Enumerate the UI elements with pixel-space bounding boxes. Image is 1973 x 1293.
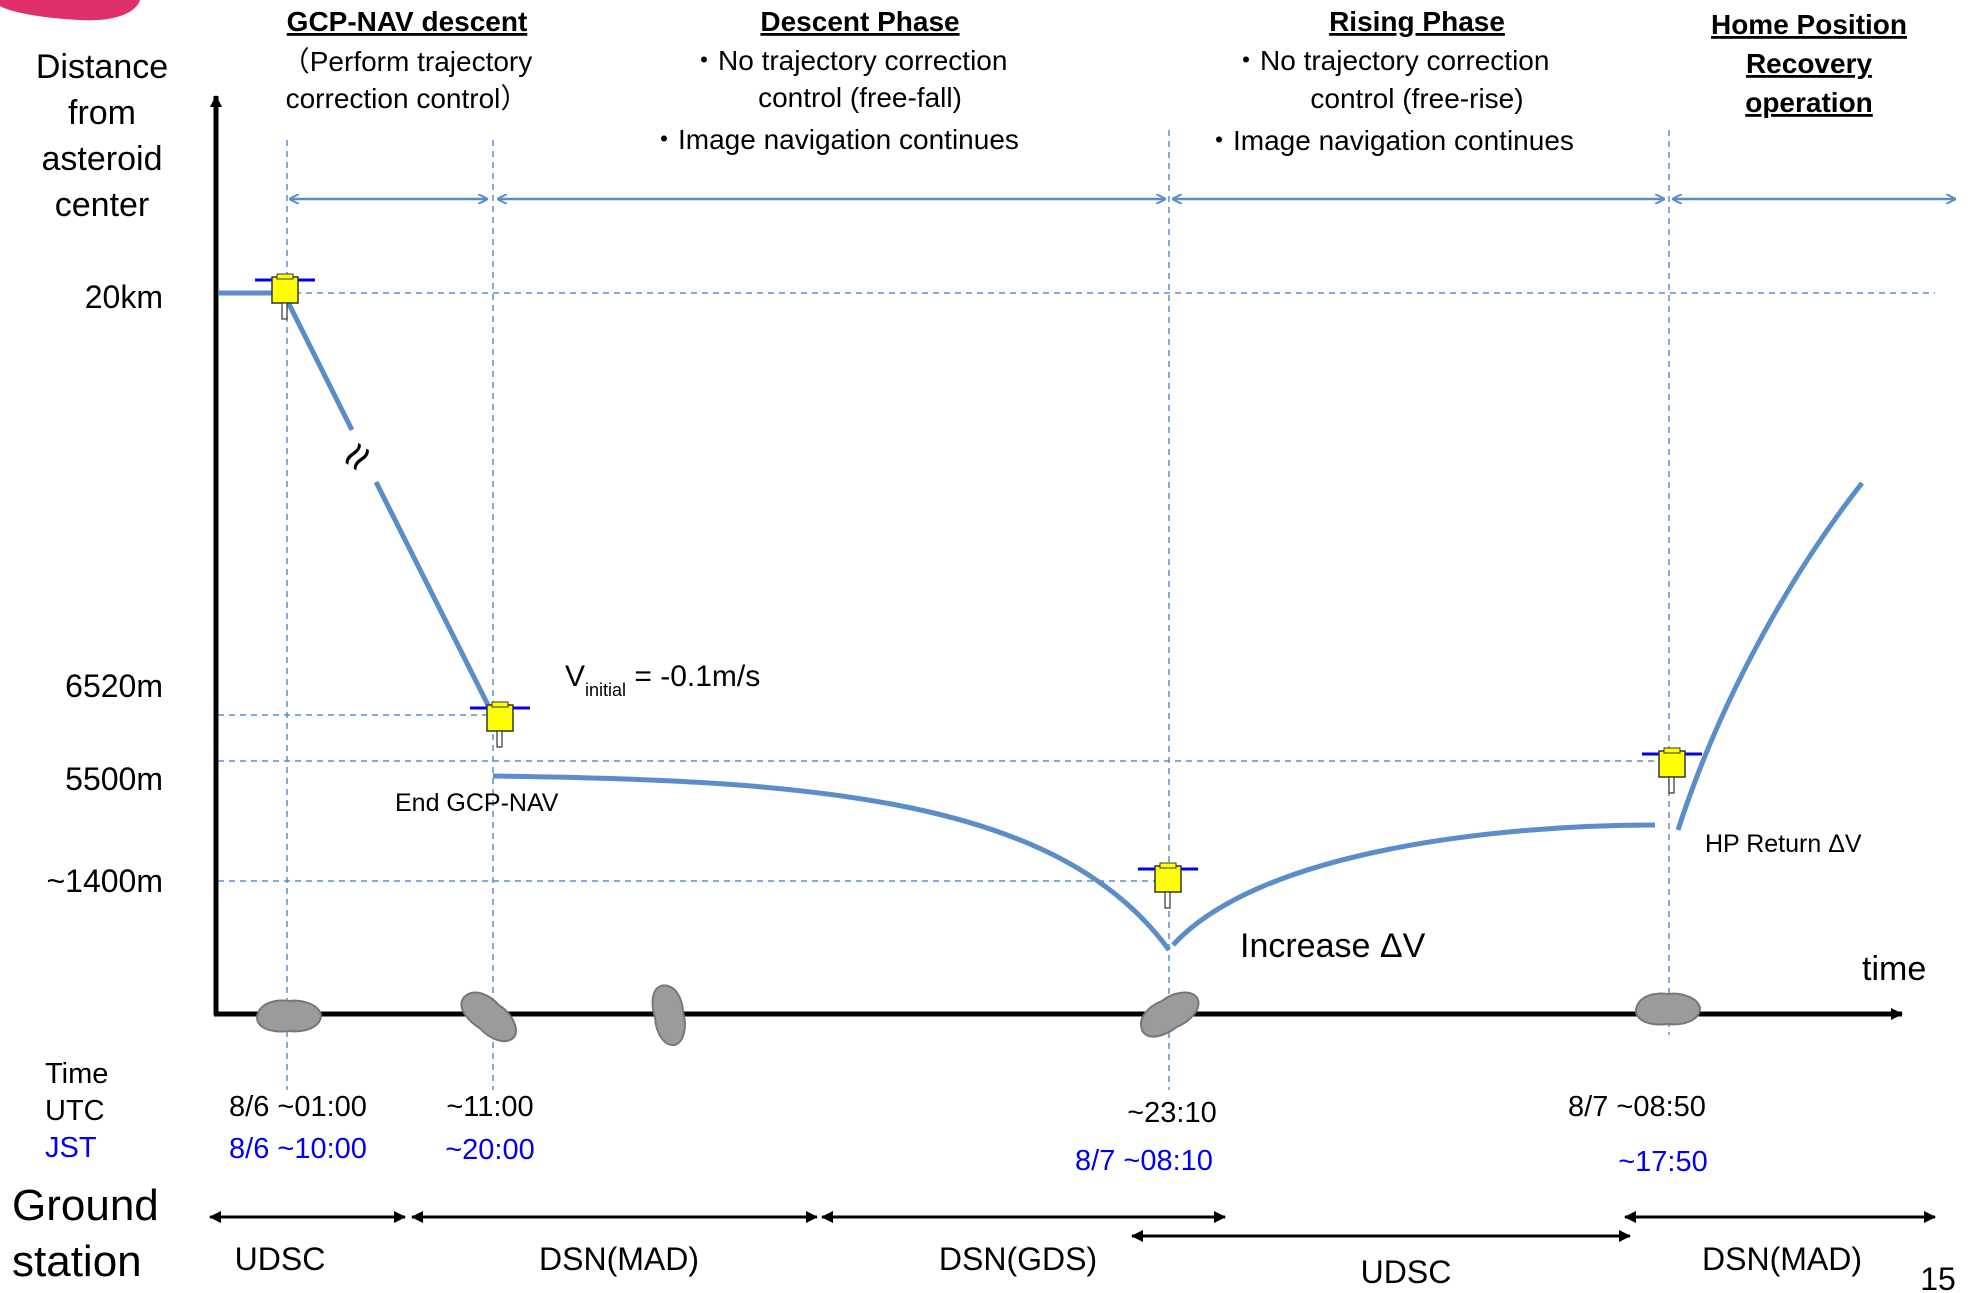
svg-text:correction control）: correction control） [286, 83, 529, 114]
y-axis-label: Distance from asteroid center [36, 48, 168, 224]
svg-text:Home Position: Home Position [1711, 9, 1907, 40]
svg-text:from: from [68, 94, 136, 132]
svg-text:・No trajectory correction: ・No trajectory correction [1232, 45, 1549, 76]
svg-text:8/6 ~01:00: 8/6 ~01:00 [229, 1091, 367, 1123]
break-mark: ≈ [328, 431, 387, 483]
logo-mark [0, 0, 140, 21]
svg-text:6520m: 6520m [65, 668, 163, 704]
svg-text:・Image navigation continues: ・Image navigation continues [1205, 125, 1574, 156]
svg-text:~1400m: ~1400m [46, 863, 163, 899]
svg-text:~23:10: ~23:10 [1127, 1097, 1217, 1129]
svg-text:（Perform trajectory: （Perform trajectory [282, 46, 533, 77]
phase-descent: Descent Phase ・No trajectory correction … [650, 6, 1019, 155]
svg-text:Descent Phase: Descent Phase [760, 6, 959, 37]
time-table: Time UTC JST 8/6 ~01:00 ~11:00 ~23:10 8/… [45, 1058, 1708, 1178]
vertical-guide-lines [286, 130, 1670, 1090]
svg-text:~17:50: ~17:50 [1618, 1146, 1708, 1178]
svg-text:DSN(GDS): DSN(GDS) [939, 1241, 1097, 1277]
asteroid-icon [256, 999, 322, 1033]
svg-text:UDSC: UDSC [235, 1241, 326, 1277]
svg-text:DSN(MAD): DSN(MAD) [539, 1241, 699, 1277]
svg-text:UDSC: UDSC [1361, 1254, 1452, 1290]
phase-home-position: Home Position Recovery operation [1711, 9, 1907, 118]
spacecraft-icon [468, 700, 532, 749]
svg-text:・Image navigation continues: ・Image navigation continues [650, 124, 1019, 155]
asteroid-icon [453, 983, 525, 1051]
increase-dv-label: Increase ΔV [1240, 927, 1426, 965]
svg-text:Ground: Ground [12, 1181, 159, 1230]
y-axis-ticks: 20km 6520m 5500m ~1400m [46, 279, 163, 899]
end-gcp-nav-label: End GCP-NAV [395, 789, 559, 817]
svg-text:GCP-NAV descent: GCP-NAV descent [287, 6, 528, 37]
spacecraft-icon [1136, 861, 1200, 910]
axes [210, 95, 1903, 1020]
svg-text:~20:00: ~20:00 [445, 1134, 535, 1166]
svg-text:Recovery: Recovery [1746, 48, 1873, 79]
svg-text:Rising Phase: Rising Phase [1329, 6, 1505, 37]
svg-text:Time: Time [45, 1058, 108, 1090]
phase-rising: Rising Phase ・No trajectory correction c… [1205, 6, 1574, 156]
svg-text:8/7 ~08:10: 8/7 ~08:10 [1075, 1145, 1213, 1177]
ground-station-label: Ground station [12, 1181, 159, 1286]
svg-text:DSN(MAD): DSN(MAD) [1702, 1241, 1862, 1277]
asteroid-icon [1635, 992, 1701, 1026]
svg-text:asteroid: asteroid [42, 140, 163, 178]
svg-text:Distance: Distance [36, 48, 168, 86]
svg-text:control (free-fall): control (free-fall) [758, 82, 962, 113]
svg-text:8/7 ~08:50: 8/7 ~08:50 [1568, 1091, 1706, 1123]
svg-text:20km: 20km [85, 279, 163, 315]
svg-text:8/6 ~10:00: 8/6 ~10:00 [229, 1133, 367, 1165]
horizontal-guide-lines [218, 292, 1935, 882]
svg-text:control (free-rise): control (free-rise) [1310, 83, 1523, 114]
trajectory [218, 290, 1864, 952]
svg-text:center: center [55, 186, 150, 224]
v-initial-label: Vinitial = -0.1m/s [565, 660, 760, 700]
spacecraft-icon [253, 272, 317, 321]
page-number: 15 [1920, 1261, 1956, 1293]
x-axis-label: time [1862, 950, 1926, 988]
ground-station-segments: UDSC DSN(MAD) DSN(GDS) UDSC DSN(MAD) [235, 1241, 1862, 1290]
svg-text:UTC: UTC [45, 1095, 105, 1127]
phase-gcp-nav: GCP-NAV descent （Perform trajectory corr… [282, 6, 533, 114]
svg-text:~11:00: ~11:00 [446, 1091, 533, 1123]
svg-text:JST: JST [45, 1132, 97, 1164]
ground-station-arrows [209, 1211, 1936, 1242]
svg-text:5500m: 5500m [65, 761, 163, 797]
hp-return-dv-label: HP Return ΔV [1705, 830, 1862, 858]
svg-text:station: station [12, 1237, 142, 1286]
svg-text:・No trajectory correction: ・No trajectory correction [690, 45, 1007, 76]
asteroid-icon [648, 981, 690, 1049]
svg-text:operation: operation [1745, 87, 1873, 118]
